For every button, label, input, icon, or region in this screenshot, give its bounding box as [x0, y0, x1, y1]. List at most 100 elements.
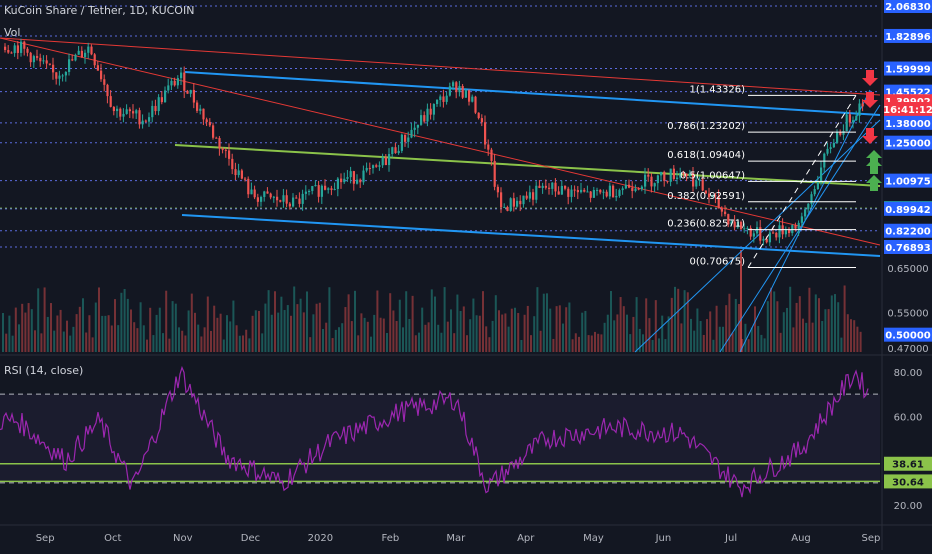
volume-bar [43, 287, 46, 352]
volume-bar [725, 305, 728, 352]
candle-body [426, 108, 429, 122]
time-axis-tick: Mar [446, 533, 466, 544]
volume-bar [40, 333, 43, 352]
volume-bar [626, 314, 628, 352]
down-arrow-signal [862, 70, 878, 86]
volume-bar [638, 328, 641, 352]
price-tag-text: 16:41:12 [883, 105, 932, 116]
volume-bar [741, 339, 744, 352]
candle-body [740, 221, 743, 230]
candle-body [445, 95, 448, 102]
volume-bar [677, 288, 680, 352]
rsi-tag-box [884, 474, 932, 489]
volume-bar [837, 302, 840, 352]
volume-bar [622, 306, 625, 352]
candle-body [400, 134, 403, 151]
candle-body [45, 60, 48, 64]
volume-bar [258, 310, 260, 352]
candle-body [391, 147, 394, 155]
volume-bar [430, 289, 433, 352]
candle-body [429, 108, 432, 115]
candle-body [503, 206, 506, 208]
candle-body [240, 170, 243, 179]
volume-bar [229, 321, 232, 352]
volume-bar [459, 310, 462, 352]
volume-bar [302, 312, 305, 352]
candle-body [756, 227, 759, 234]
volume-bar [254, 310, 257, 352]
volume-bar [818, 298, 820, 352]
volume-bar [808, 287, 811, 352]
candle-body [471, 96, 474, 102]
candle-body [768, 232, 771, 243]
candle-body [506, 206, 509, 211]
candle-body [276, 196, 279, 201]
candle-body [77, 50, 80, 55]
price-tag-box [884, 173, 932, 188]
candle-body [4, 46, 7, 51]
volume-bar [27, 303, 30, 352]
volume-bar [482, 291, 484, 352]
volume-bar [347, 294, 350, 352]
rsi-line [0, 365, 869, 498]
candle-body [205, 119, 208, 123]
candle-body [80, 50, 83, 58]
volume-bar [245, 329, 248, 352]
volume-bar [530, 335, 532, 352]
candle-body [845, 114, 848, 132]
volume-bar [24, 312, 27, 352]
candle-body [173, 80, 176, 86]
volume-bar [542, 293, 545, 352]
candle-body [218, 138, 221, 149]
candle-body [615, 195, 618, 198]
volume-bar [158, 307, 161, 352]
candle-body [493, 160, 496, 187]
candle-body [794, 225, 797, 229]
volume-bar [75, 314, 78, 352]
volume-bar [123, 289, 126, 352]
candle-body [116, 108, 119, 112]
candle-body [458, 86, 461, 93]
candle-body [848, 114, 851, 123]
candle-body [535, 185, 538, 200]
volume-bar [178, 327, 180, 352]
candle-body [263, 191, 266, 197]
candle-body [461, 86, 464, 98]
candle-body [384, 157, 387, 166]
volume-bar [773, 291, 776, 352]
volume-bar [606, 314, 609, 352]
volume-bar [546, 293, 548, 352]
volume-bar [494, 295, 497, 352]
candle-body [592, 190, 595, 198]
candle-body [564, 185, 567, 189]
candle-body [692, 173, 695, 187]
volume-bar [661, 315, 664, 352]
candle-body [778, 225, 781, 238]
volume-bar [184, 335, 187, 352]
volume-bar [434, 296, 436, 352]
volume-bar [642, 334, 644, 352]
time-axis-tick: Jul [724, 533, 737, 544]
candle-body [800, 216, 803, 223]
price-tag-text: 1.00975 [885, 177, 931, 188]
volume-bar [334, 329, 337, 352]
candle-body [247, 178, 250, 195]
volume-bar [501, 314, 504, 352]
rsi-axis-tick: 20.00 [894, 501, 923, 512]
fib-level-label: 0(0.70675) [689, 257, 745, 268]
volume-bar [267, 290, 270, 352]
volume-bar [696, 308, 699, 352]
volume-bar [763, 338, 766, 352]
price-tag-text: 1.25000 [885, 139, 931, 150]
candle-body [711, 195, 714, 198]
volume-bar [466, 335, 468, 352]
candle-body [522, 195, 525, 205]
fib-level-label: 0.618(1.09404) [667, 150, 745, 161]
price-tag-box [884, 61, 932, 76]
volume-bar [290, 315, 292, 352]
volume-bar [232, 300, 235, 352]
candle-body [765, 238, 768, 243]
volume-bar [21, 303, 24, 352]
